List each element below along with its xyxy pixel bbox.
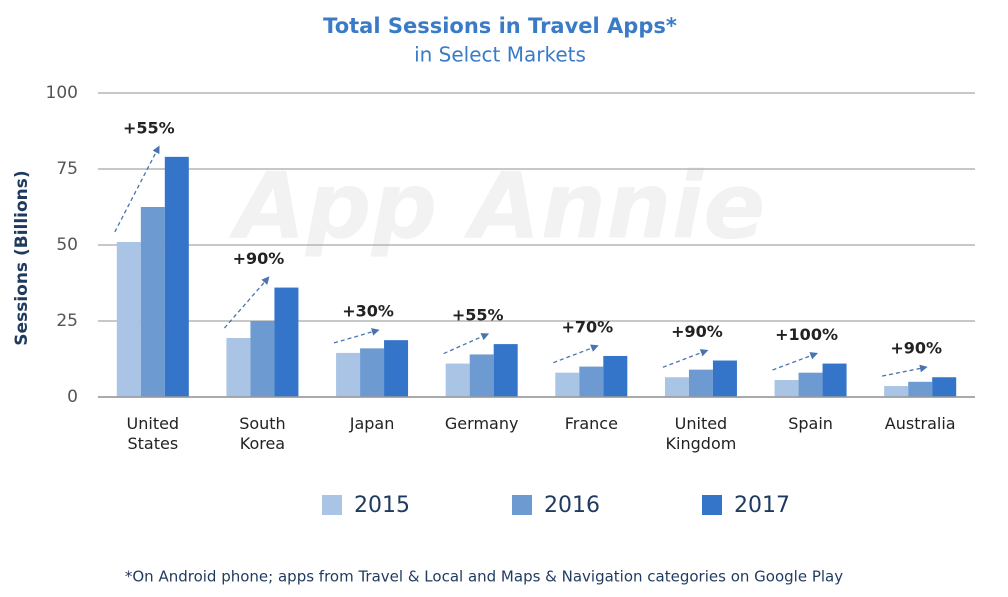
bar <box>603 355 628 397</box>
bar <box>712 360 737 397</box>
footnote: *On Android phone; apps from Travel & Lo… <box>125 568 843 586</box>
growth-arrow <box>333 328 380 344</box>
growth-label: +55% <box>452 306 504 325</box>
x-tick-label: South Korea <box>239 414 286 453</box>
x-tick-label-text: United <box>127 414 180 433</box>
growth-label: +100% <box>775 325 838 344</box>
growth-arrow <box>114 145 160 233</box>
bar <box>469 354 494 397</box>
x-tick-label: France <box>565 414 618 433</box>
x-tick-label-line: Korea <box>240 434 285 453</box>
x-tick-label: United States <box>127 414 180 453</box>
bar <box>822 363 847 397</box>
growth-arrow <box>662 349 709 368</box>
growth-label: +55% <box>123 118 175 137</box>
x-tick-label-line: States <box>127 434 178 453</box>
growth-arrow <box>772 352 819 371</box>
bar <box>555 372 580 397</box>
bar <box>908 381 933 397</box>
bar <box>445 363 470 397</box>
bar <box>226 338 251 397</box>
legend-label: 2016 <box>544 493 600 518</box>
bar <box>884 386 909 397</box>
x-tick-label: Japan <box>349 414 395 433</box>
y-tick-label: 25 <box>56 311 78 331</box>
growth-label: +90% <box>233 249 285 268</box>
x-tick-label-text: Japan <box>349 414 395 433</box>
growth-label: +30% <box>342 302 394 321</box>
chart-subtitle: in Select Markets <box>414 43 586 67</box>
growth-label: +90% <box>671 322 723 341</box>
bar <box>932 377 957 397</box>
x-tick-label-text: South <box>239 414 286 433</box>
growth-label: +70% <box>561 317 613 336</box>
x-tick-label-text: Spain <box>788 414 833 433</box>
x-tick-label: Australia <box>885 414 956 433</box>
bar <box>579 366 604 397</box>
legend-swatch <box>512 495 532 515</box>
bar <box>164 156 189 397</box>
legend-swatch <box>322 495 342 515</box>
bar <box>250 321 275 397</box>
x-tick-label: Germany <box>445 414 519 433</box>
growth-arrow <box>443 333 490 355</box>
growth-arrow <box>882 364 928 377</box>
bar <box>274 287 299 397</box>
bar <box>336 352 361 397</box>
bar <box>774 379 799 397</box>
growth-label: +90% <box>890 339 942 358</box>
x-tick-label-text: United <box>675 414 728 433</box>
x-tick-label: Spain <box>788 414 833 433</box>
legend-swatch <box>702 495 722 515</box>
x-tick-label-text: Australia <box>885 414 956 433</box>
bar <box>798 372 823 397</box>
legend-label: 2017 <box>734 493 790 518</box>
watermark: App Annie <box>228 152 765 259</box>
bar <box>664 377 689 397</box>
x-tick-label-text: France <box>565 414 618 433</box>
y-axis-label: Sessions (Billions) <box>12 170 32 345</box>
y-tick-label: 0 <box>67 387 78 407</box>
y-tick-label: 100 <box>46 83 78 103</box>
bar <box>493 344 518 397</box>
bar <box>688 369 713 397</box>
y-tick-label: 50 <box>56 235 78 255</box>
x-tick-label-text: Germany <box>445 414 519 433</box>
bar <box>116 241 141 397</box>
y-tick-label: 75 <box>56 159 78 179</box>
legend-label: 2015 <box>354 493 410 518</box>
chart-title: Total Sessions in Travel Apps* <box>323 14 677 38</box>
bar <box>140 207 165 397</box>
bar <box>360 348 385 397</box>
x-tick-label: United Kingdom <box>666 414 737 453</box>
x-tick-label-line: Kingdom <box>666 434 737 453</box>
growth-arrow <box>553 344 599 364</box>
bar <box>384 340 409 397</box>
